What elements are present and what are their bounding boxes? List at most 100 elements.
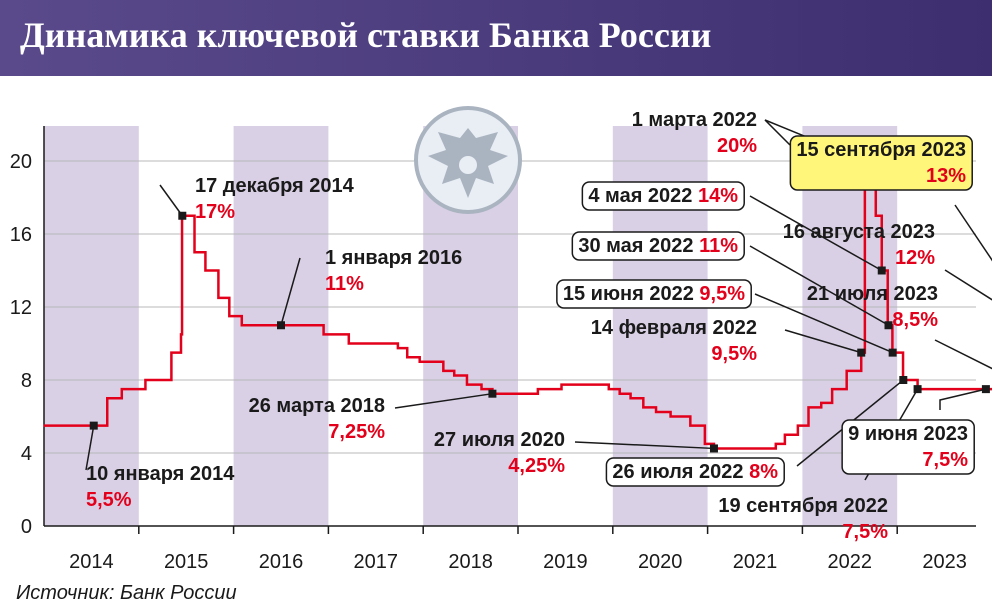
annotation-date: 1 марта 2022 [632,109,757,131]
annotation-marker [899,376,908,384]
annotation-date: 21 июля 2023 [807,283,938,305]
annotation-date: 27 июля 2020 [434,429,565,451]
annotation-value: 13% [926,165,966,187]
x-tick-label: 2018 [448,551,493,573]
annotation-box [556,279,752,309]
x-tick-label: 2023 [922,551,967,573]
annotation-marker [913,385,922,394]
annotation-leader [574,441,714,450]
y-tick-label: 16 [10,224,32,246]
annotation-leader [749,195,883,272]
annotation-value: 9,5% [711,343,757,365]
annotation-value: 9,5% [699,283,745,305]
annotation-leader [749,245,889,326]
annotation-value: 20% [717,135,757,157]
annotation-label: 4 мая 2022 14% [581,181,745,211]
svg-text:4 мая 2022 14%: 4 мая 2022 14% [588,185,738,207]
annotation-marker [877,266,886,275]
annotation-date: 19 сентября 2022 [718,495,888,517]
chart-title: Динамика ключевой ставки Банка России [20,15,712,55]
annotation-box [841,419,975,475]
x-tick-label: 2015 [164,551,209,573]
svg-text:15 июня 2022 9,5%: 15 июня 2022 9,5% [563,283,745,305]
annotation-box [605,457,785,487]
source-note: Источник: Банк России [16,582,237,604]
annotation-marker [89,421,98,430]
annotation-value: 4,25% [508,455,565,477]
annotation-label: 1 января 2016 11% [325,247,462,295]
annotation-label: 30 мая 2022 11% [571,231,745,261]
svg-text:30 мая 2022 11%: 30 мая 2022 11% [578,235,738,257]
y-tick-label: 4 [21,443,32,465]
y-tick-label: 0 [21,516,32,538]
annotation-date: 26 марта 2018 [249,395,385,417]
annotation-marker [488,389,497,398]
annotation-date: 17 декабря 2014 [195,175,355,197]
year-shading [44,126,898,526]
annotation-date: 4 мая 2022 [588,185,698,207]
annotation-marker [178,211,187,220]
x-tick-label: 2022 [828,551,873,573]
x-tick-label: 2019 [543,551,588,573]
annotation-value: 8,5% [892,309,938,331]
annotation-value: 7,5% [922,449,968,471]
annotation-label: 19 сентября 2022 7,5% [718,495,888,543]
annotation-value: 14% [698,185,738,207]
annotation-value: 5,5% [86,489,132,511]
x-tick-label: 2021 [733,551,778,573]
annotation-label: 21 июля 2023 8,5% [807,283,938,331]
key-rate-line [43,159,992,450]
tick-labels: 0 4 8 12 16 20 2014 2015 2016 2017 2018 2019 2020 202… [10,151,967,573]
annotation-label: 26 марта 2018 7,25% [249,395,386,443]
annotation-value: 7,5% [842,521,888,543]
annotation-marker [709,444,718,453]
annotation-label: 16 августа 2023 12% [783,221,935,269]
annotation-marker [981,385,990,394]
annotation-label: 17 декабря 2014 17% [195,175,355,223]
annotation-leader [944,269,992,301]
annotation-label: 9 июня 2023 7,5% [841,419,975,475]
y-tick-label: 20 [10,151,32,173]
annotation-box [571,231,745,261]
annotation-date: 1 января 2016 [325,247,462,269]
annotation-box [789,135,973,191]
annotation-box [581,181,745,211]
x-tick-label: 2014 [69,551,114,573]
annotation-value: 17% [195,201,235,223]
annotation-label: 27 июля 2020 4,25% [434,429,565,477]
annotation-label: 26 июля 2022 8% [605,457,785,487]
annotation-label: 1 марта 2022 20% [632,109,757,157]
y-tick-label: 8 [21,370,32,392]
annotation-marker [277,321,285,330]
annotation-leader [394,392,493,409]
annotation-value: 12% [895,247,935,269]
annotation-date: 14 февраля 2022 [591,317,757,339]
svg-text:26 июля 2022 8%: 26 июля 2022 8% [612,461,778,483]
x-tick-label: 2016 [259,551,304,573]
annotation-date: 9 июня 2023 [848,423,968,445]
annotation-leader [159,184,183,217]
annotation-value: 8% [749,461,778,483]
annotation-labels: 10 января 2014 5,5% 17 декабря 2014 17% 1 ян… [86,109,975,543]
year-band-2014 [44,126,139,526]
grid-lines [44,160,976,454]
annotation-value: 11% [325,273,364,295]
annotation-value: 7,25% [328,421,385,443]
annotation-marker [857,348,866,357]
bank-emblem-icon [414,106,522,214]
annotation-date: 30 мая 2022 [578,235,699,257]
x-tick-label: 2017 [354,551,399,573]
annotation-leaders [85,119,992,481]
annotation-leader [280,257,301,326]
annotation-leader [934,339,992,370]
annotation-leader [784,329,862,354]
annotation-date: 15 сентября 2023 [796,139,966,161]
annotation-date: 15 июня 2022 [563,283,700,305]
annotation-date: 16 августа 2023 [783,221,935,243]
annotation-leader [954,204,992,262]
title-banner: Динамика ключевой ставки Банка России [0,0,992,76]
annotation-date: 10 января 2014 [86,463,235,485]
annotation-label: 15 июня 2022 9,5% [556,279,752,309]
annotation-label: 10 января 2014 5,5% [86,463,235,511]
axes [43,126,976,534]
